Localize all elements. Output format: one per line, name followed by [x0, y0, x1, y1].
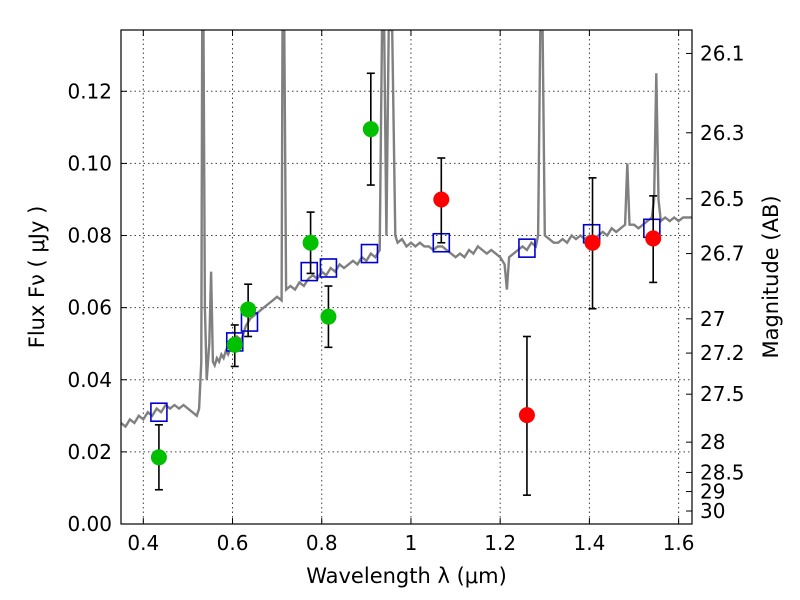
x-axis-label: Wavelength λ (μm) — [306, 564, 507, 588]
x-tick-label: 0.8 — [306, 531, 338, 555]
right-tick-label: 26.1 — [700, 41, 745, 65]
spectrum-line — [121, 30, 692, 429]
green-data-point — [362, 121, 379, 138]
right-tick-label: 26.5 — [700, 187, 745, 211]
y-axis-label: Flux Fν ( μJy ) — [25, 206, 49, 349]
right-tick-label: 27.5 — [700, 382, 745, 406]
right-tick-label: 26.3 — [700, 121, 745, 145]
x-tick-label: 1.6 — [663, 531, 695, 555]
green-data-point — [320, 308, 337, 325]
model-square-marker — [518, 238, 536, 258]
y-tick-label: 0.00 — [67, 512, 112, 536]
x-tick-label: 0.6 — [217, 531, 249, 555]
y-tick-label: 0.10 — [67, 151, 112, 175]
x-tick-label: 0.4 — [127, 531, 159, 555]
plot-frame — [120, 29, 693, 525]
y-tick-label: 0.06 — [67, 296, 112, 320]
y-tick-label: 0.04 — [67, 368, 112, 392]
green-data-point — [302, 234, 319, 251]
x-tick-label: 1 — [405, 531, 418, 555]
right-tick-label: 28 — [700, 430, 725, 454]
y-tick-label: 0.12 — [67, 79, 112, 103]
right-tick-label: 30 — [700, 499, 725, 523]
red-data-point — [433, 191, 450, 208]
green-data-point — [150, 449, 167, 466]
model-square-marker — [300, 261, 319, 282]
red-data-point — [645, 230, 662, 247]
green-data-point — [226, 336, 243, 353]
right-tick-label: 27 — [700, 307, 725, 331]
green-data-point — [240, 301, 257, 318]
right-tick-label: 27.2 — [700, 341, 745, 365]
y-tick-label: 0.02 — [67, 440, 112, 464]
y-axis-label-right: Magnitude (AB) — [759, 195, 783, 358]
model-square-marker — [150, 402, 168, 423]
x-tick-label: 1.4 — [573, 531, 605, 555]
right-tick-label: 29 — [700, 480, 725, 504]
y-tick-label: 0.08 — [67, 224, 112, 248]
right-tick-label: 28.5 — [700, 460, 745, 484]
x-tick-label: 1.2 — [484, 531, 516, 555]
model-square-marker — [360, 243, 379, 264]
red-data-point — [518, 407, 535, 424]
model-square-marker — [319, 258, 338, 278]
right-tick-label: 26.7 — [700, 242, 745, 266]
red-data-point — [584, 234, 601, 251]
